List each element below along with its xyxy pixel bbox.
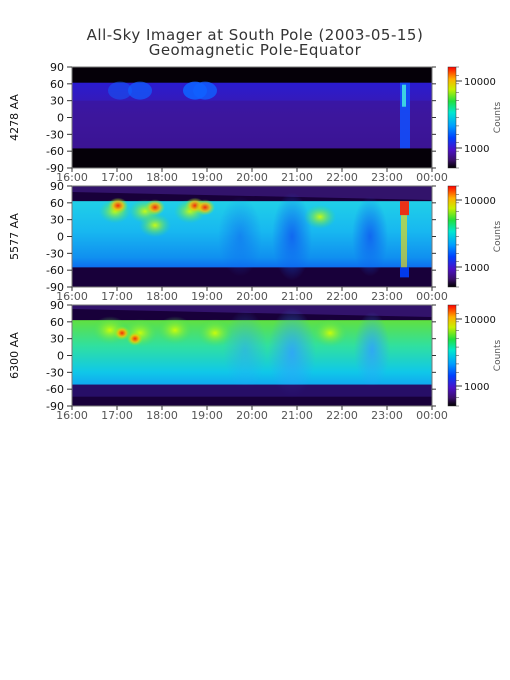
y-tick-label: -90 — [46, 162, 64, 175]
bright-emission — [108, 197, 128, 214]
x-tick-label: 00:00 — [416, 409, 448, 422]
emission-spike-core — [402, 84, 406, 107]
x-tick-label: 23:00 — [371, 171, 403, 184]
x-tick-label: 19:00 — [191, 409, 223, 422]
colorbar — [447, 185, 457, 288]
emission-patch — [193, 81, 217, 100]
panel-3: 90 60 30 0 -30 -60 -90 6300 AA 16:00 17:00 18:00 19… — [8, 299, 503, 422]
bright-emission — [127, 331, 143, 346]
emission-patch — [139, 213, 171, 238]
y-tick-label: -30 — [46, 128, 64, 141]
chart-title: All-Sky Imager at South Pole (2003-05-15… — [86, 26, 424, 44]
dark-region — [354, 311, 390, 388]
y-tick-label: 90 — [50, 180, 64, 193]
colorbar-tick-label: 10000 — [464, 77, 496, 88]
x-tick-label: 21:00 — [281, 409, 313, 422]
lower-band — [72, 384, 432, 397]
colorbar-label: Counts — [493, 101, 503, 133]
colorbar-tick-label: 10000 — [464, 196, 496, 207]
y-tick-label: -60 — [46, 145, 64, 158]
colorbar-label: Counts — [493, 220, 503, 252]
colorbar-tick-label: 1000 — [464, 144, 489, 155]
x-tick-label: 19:00 — [191, 171, 223, 184]
x-tick-label: 17:00 — [101, 171, 133, 184]
emission-spike — [400, 82, 410, 149]
y-tick-label: -60 — [46, 383, 64, 396]
colorbar-tick-label: 1000 — [464, 263, 489, 274]
colorbar-tick-label: 1000 — [464, 382, 489, 393]
x-tick-label: 20:00 — [236, 409, 268, 422]
y-tick-label: -30 — [46, 247, 64, 260]
x-tick-label: 16:00 — [56, 171, 88, 184]
emission-patch — [197, 319, 233, 348]
y-tick-label: 0 — [57, 112, 64, 125]
x-tick-label: 18:00 — [146, 290, 178, 303]
bright-emission — [114, 326, 130, 341]
emission-patch — [157, 316, 193, 345]
y-axis-label: 4278 AA — [8, 94, 21, 141]
dark-region — [223, 309, 267, 390]
dark-region — [268, 307, 316, 398]
y-tick-label: -60 — [46, 264, 64, 277]
y-tick-label: 0 — [57, 350, 64, 363]
y-axis-label: 6300 AA — [8, 332, 21, 379]
y-tick-label: -90 — [46, 400, 64, 413]
bright-emission — [145, 199, 165, 216]
x-tick-label: 21:00 — [281, 171, 313, 184]
x-tick-label: 22:00 — [326, 171, 358, 184]
x-tick-label: 00:00 — [416, 171, 448, 184]
dark-region — [272, 192, 312, 281]
colorbar — [447, 66, 457, 169]
x-tick-label: 18:00 — [146, 409, 178, 422]
y-tick-label: 90 — [50, 299, 64, 312]
y-tick-label: 60 — [50, 316, 64, 329]
colorbar-tick-label: 10000 — [464, 315, 496, 326]
band-shade — [72, 100, 432, 149]
colorbar — [447, 304, 457, 407]
x-tick-label: 21:00 — [281, 290, 313, 303]
bright-emission — [195, 199, 215, 216]
y-tick-label: 60 — [50, 78, 64, 91]
twilight-band — [72, 305, 432, 317]
y-tick-label: 30 — [50, 95, 64, 108]
emission-patch — [128, 81, 152, 100]
emission-spike — [400, 267, 409, 278]
y-tick-label: -30 — [46, 366, 64, 379]
y-tick-label: 60 — [50, 197, 64, 210]
y-tick-label: 90 — [50, 61, 64, 74]
y-tick-label: 0 — [57, 231, 64, 244]
x-tick-label: 20:00 — [236, 290, 268, 303]
chart-subtitle: Geomagnetic Pole-Equator — [148, 41, 362, 59]
dark-region — [218, 196, 262, 277]
y-tick-label: -90 — [46, 281, 64, 294]
dark-region — [352, 196, 388, 277]
x-tick-label: 22:00 — [326, 290, 358, 303]
bright-emission — [400, 201, 409, 216]
x-tick-label: 23:00 — [371, 290, 403, 303]
emission-spike — [401, 215, 407, 268]
x-tick-label: 18:00 — [146, 171, 178, 184]
x-tick-label: 17:00 — [101, 409, 133, 422]
x-tick-label: 00:00 — [416, 290, 448, 303]
emission-patch — [108, 81, 132, 100]
x-tick-label: 20:00 — [236, 171, 268, 184]
x-tick-label: 22:00 — [326, 409, 358, 422]
emission-patch — [312, 319, 348, 348]
x-tick-label: 17:00 — [101, 290, 133, 303]
x-tick-label: 16:00 — [56, 290, 88, 303]
y-axis-label: 5577 AA — [8, 213, 21, 260]
x-tick-label: 19:00 — [191, 290, 223, 303]
emission-patch — [304, 204, 336, 229]
y-tick-label: 30 — [50, 214, 64, 227]
x-tick-label: 16:00 — [56, 409, 88, 422]
panel-1: 90 60 30 0 -30 -60 -90 4278 AA 16:00 17:00 18:00 19… — [8, 61, 503, 184]
twilight-band — [72, 186, 432, 200]
y-tick-label: 30 — [50, 333, 64, 346]
colorbar-label: Counts — [493, 339, 503, 371]
x-tick-label: 23:00 — [371, 409, 403, 422]
panel-2: 90 60 30 0 -30 -60 -90 5577 AA 16:00 17:00 18:00 19… — [8, 180, 503, 303]
